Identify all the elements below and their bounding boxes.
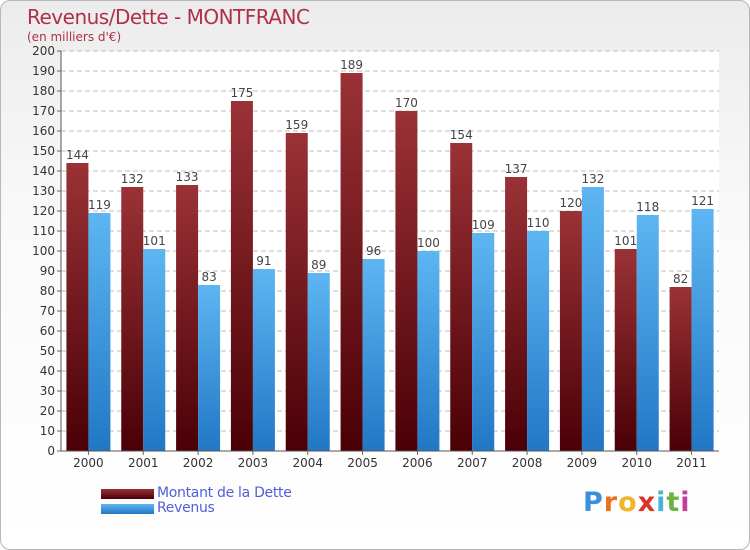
y-tick-label: 200 bbox=[32, 44, 55, 58]
x-tick-label: 2006 bbox=[402, 456, 433, 470]
data-label-dette: 175 bbox=[230, 86, 253, 100]
data-label-revenus: 132 bbox=[581, 172, 604, 186]
bar-revenus bbox=[88, 213, 111, 451]
bar-revenus bbox=[636, 215, 659, 451]
bar-dette bbox=[505, 177, 528, 451]
x-tick-label: 2010 bbox=[621, 456, 652, 470]
data-label-dette: 82 bbox=[673, 272, 688, 286]
data-label-dette: 189 bbox=[340, 58, 363, 72]
bar-revenus bbox=[527, 231, 550, 451]
bar-revenus bbox=[252, 269, 275, 451]
y-tick-label: 80 bbox=[40, 284, 55, 298]
logo-letter: x bbox=[637, 487, 657, 518]
bar-dette bbox=[559, 211, 582, 451]
y-tick-label: 70 bbox=[40, 304, 55, 318]
logo-letter: i bbox=[680, 487, 691, 518]
data-label-revenus: 89 bbox=[311, 258, 326, 272]
logo-letter: P bbox=[583, 487, 604, 518]
y-tick-label: 100 bbox=[32, 244, 55, 258]
data-label-dette: 132 bbox=[121, 172, 144, 186]
data-label-dette: 159 bbox=[285, 118, 308, 132]
bar-revenus bbox=[417, 251, 440, 451]
x-tick-label: 2000 bbox=[73, 456, 104, 470]
bar-revenus bbox=[472, 233, 495, 451]
y-tick-label: 30 bbox=[40, 384, 55, 398]
y-tick-label: 150 bbox=[32, 144, 55, 158]
data-label-revenus: 121 bbox=[691, 194, 714, 208]
bar-dette bbox=[340, 73, 363, 451]
x-tick-label: 2003 bbox=[238, 456, 269, 470]
proxiti-logo: Proxiti bbox=[583, 487, 691, 518]
x-tick-label: 2011 bbox=[676, 456, 707, 470]
legend-swatch-revenus bbox=[101, 504, 154, 514]
logo-letter: o bbox=[618, 487, 638, 518]
data-label-revenus: 91 bbox=[256, 254, 271, 268]
x-tick-label: 2009 bbox=[567, 456, 598, 470]
chart-title: Revenus/Dette - MONTFRANC bbox=[27, 5, 310, 29]
bar-dette bbox=[395, 111, 418, 451]
x-tick-label: 2004 bbox=[292, 456, 323, 470]
bar-revenus bbox=[307, 273, 330, 451]
data-label-revenus: 119 bbox=[88, 198, 111, 212]
x-tick-label: 2002 bbox=[183, 456, 214, 470]
bar-dette bbox=[450, 143, 473, 451]
y-tick-label: 120 bbox=[32, 204, 55, 218]
y-tick-label: 40 bbox=[40, 364, 55, 378]
y-tick-label: 170 bbox=[32, 104, 55, 118]
bar-revenus bbox=[581, 187, 604, 451]
logo-letter: t bbox=[666, 487, 681, 518]
x-tick-label: 2001 bbox=[128, 456, 159, 470]
y-tick-label: 0 bbox=[47, 444, 55, 458]
y-tick-label: 90 bbox=[40, 264, 55, 278]
chart-subtitle: (en milliers d'€) bbox=[27, 30, 122, 44]
data-label-dette: 144 bbox=[66, 148, 89, 162]
data-label-dette: 170 bbox=[395, 96, 418, 110]
y-tick-label: 60 bbox=[40, 324, 55, 338]
bar-dette bbox=[285, 133, 308, 451]
x-tick-label: 2005 bbox=[347, 456, 378, 470]
logo-letter: r bbox=[603, 487, 619, 518]
y-tick-label: 20 bbox=[40, 404, 55, 418]
legend-label-revenus: Revenus bbox=[157, 500, 215, 516]
data-label-revenus: 101 bbox=[143, 234, 166, 248]
y-tick-label: 190 bbox=[32, 64, 55, 78]
y-tick-label: 180 bbox=[32, 84, 55, 98]
data-label-dette: 101 bbox=[614, 234, 637, 248]
logo-letter: i bbox=[656, 487, 667, 518]
y-tick-label: 160 bbox=[32, 124, 55, 138]
data-label-revenus: 118 bbox=[636, 200, 659, 214]
y-tick-label: 50 bbox=[40, 344, 55, 358]
data-label-dette: 137 bbox=[505, 162, 528, 176]
bar-dette bbox=[614, 249, 637, 451]
y-tick-label: 130 bbox=[32, 184, 55, 198]
bar-dette bbox=[176, 185, 199, 451]
bar-revenus bbox=[198, 285, 221, 451]
bar-dette bbox=[669, 287, 692, 451]
y-tick-label: 140 bbox=[32, 164, 55, 178]
x-tick-label: 2008 bbox=[512, 456, 543, 470]
bar-revenus bbox=[362, 259, 385, 451]
bar-revenus bbox=[691, 209, 714, 451]
data-label-revenus: 83 bbox=[201, 270, 216, 284]
bar-revenus bbox=[143, 249, 166, 451]
data-label-dette: 120 bbox=[559, 196, 582, 210]
data-label-dette: 133 bbox=[176, 170, 199, 184]
data-label-revenus: 109 bbox=[472, 218, 495, 232]
data-label-revenus: 110 bbox=[527, 216, 550, 230]
data-label-revenus: 100 bbox=[417, 236, 440, 250]
x-tick-label: 2007 bbox=[457, 456, 488, 470]
bar-dette bbox=[230, 101, 253, 451]
bar-dette bbox=[66, 163, 89, 451]
y-tick-label: 10 bbox=[40, 424, 55, 438]
bar-dette bbox=[121, 187, 144, 451]
legend-swatch-debt bbox=[101, 489, 154, 499]
data-label-dette: 154 bbox=[450, 128, 473, 142]
y-tick-label: 110 bbox=[32, 224, 55, 238]
legend-label-debt: Montant de la Dette bbox=[157, 485, 292, 501]
data-label-revenus: 96 bbox=[366, 244, 381, 258]
